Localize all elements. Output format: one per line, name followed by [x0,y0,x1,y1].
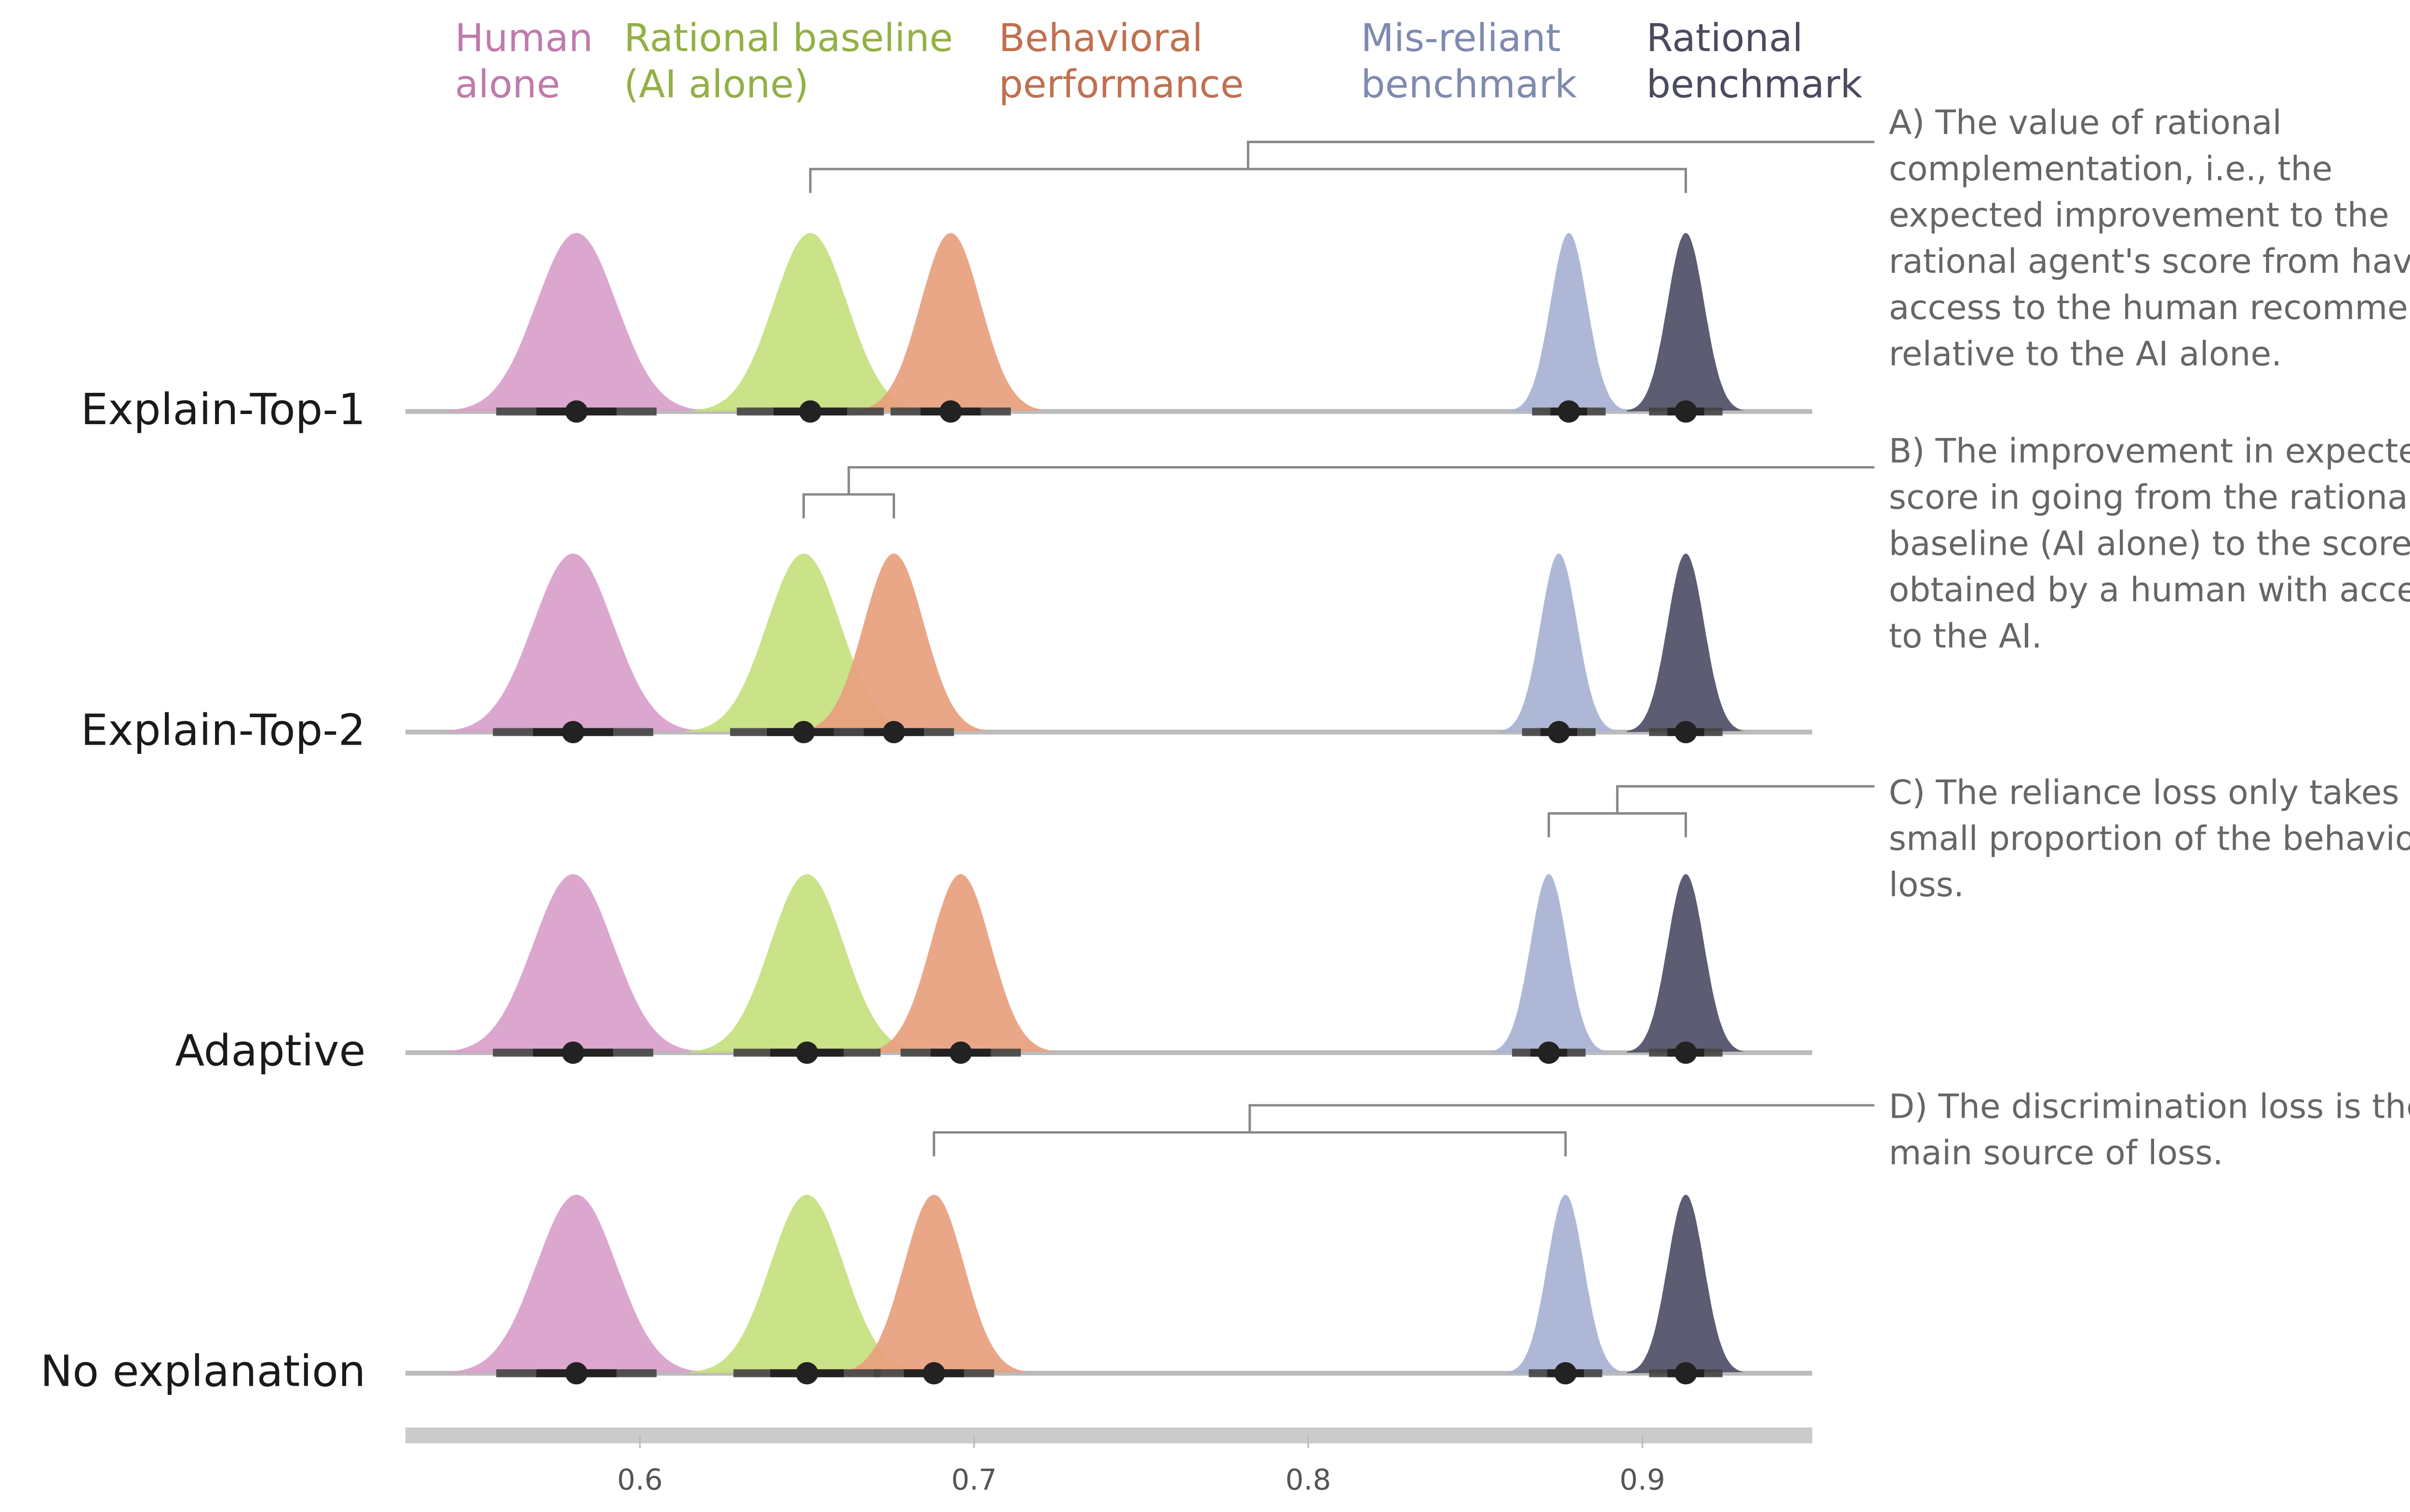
mean-point [1547,721,1570,744]
annotation-text: score in going from the rational [1889,478,2410,517]
annotation-text: expected improvement to the [1889,196,2389,235]
legend-entry: alone [455,62,560,107]
bracket-line [802,466,1874,519]
mean-point [1557,400,1580,423]
annotation-text: baseline (AI alone) to the score [1889,524,2410,563]
legend-entry: performance [999,62,1244,107]
row-explain-top-1: Explain-Top-1 [81,233,1812,435]
density-human-alone [444,553,702,732]
mean-point [796,1362,818,1385]
bracket-line [933,1104,1874,1157]
density-rational-benchmark [1627,553,1745,732]
annotation-text: obtained by a human with access [1889,571,2410,610]
density-behavioral-performance [797,553,991,732]
density-behavioral-performance [864,874,1057,1053]
density-behavioral-performance [854,233,1047,412]
row-label: Adaptive [175,1026,365,1076]
legend-entry: Rational [1647,15,1803,60]
x-tick-label: 0.8 [1285,1464,1331,1497]
annotation-text: A) The value of rational [1889,103,2282,142]
axis-bar [405,1427,1812,1444]
density-mis-reliant-benchmark [1490,874,1608,1053]
mean-point [883,721,905,744]
mean-point [1674,721,1697,744]
density-rational-benchmark [1627,233,1745,412]
row-label: Explain-Top-2 [81,705,366,755]
bracket-line [1547,785,1874,838]
bracket [809,141,1874,193]
annotation-text: access to the human recommender [1889,288,2410,327]
bracket-line [809,141,1874,193]
annotation-text: C) The reliance loss only takes a [1889,773,2410,812]
x-axis: 0.6 0.7 0.8 0.9 [405,1427,1812,1497]
mean-point [565,400,588,423]
mean-point [1554,1362,1577,1385]
mean-point [565,1362,588,1385]
legend-entry: Behavioral [999,15,1203,60]
x-tick-label: 0.6 [617,1464,663,1497]
legend-entry: Mis-reliant [1361,15,1561,60]
mean-point [796,1041,818,1064]
mean-point [949,1041,972,1064]
row-no-explanation: No explanation [40,1194,1812,1397]
mean-point [562,1041,585,1064]
mean-point [562,721,585,744]
density-human-alone [448,1194,705,1374]
density-mis-reliant-benchmark [1500,553,1618,732]
legend-entry: benchmark [1361,62,1577,107]
mean-point [1674,400,1697,423]
density-rational-benchmark [1627,1194,1745,1374]
mean-point [792,721,815,744]
density-mis-reliant-benchmark [1506,1194,1624,1374]
density-behavioral-performance [837,1194,1031,1374]
density-human-alone [444,874,702,1053]
annotation-brackets [802,141,1874,1157]
mean-point [939,400,962,423]
density-rational-baseline-ai-alone- [693,233,928,412]
mean-point [799,400,822,423]
density-rational-baseline-ai-alone- [689,1194,925,1374]
annotation-text: main source of loss. [1889,1134,2223,1173]
bracket [1547,785,1874,838]
row-label: Explain-Top-1 [81,385,366,435]
x-tick-label: 0.7 [951,1464,997,1497]
x-tick-label: 0.9 [1620,1464,1665,1497]
density-mis-reliant-benchmark [1510,233,1628,412]
density-human-alone [448,233,705,412]
mean-point [1674,1362,1697,1385]
legend-entry: (AI alone) [624,62,809,107]
annotation-text: B) The improvement in expected [1889,432,2410,471]
legend-entry: Rational baseline [624,15,953,60]
annotation-text: small proportion of the behavioral [1889,819,2410,858]
annotation-text: complementation, i.e., the [1889,149,2333,188]
mean-point [923,1362,945,1385]
legend-entry: Human [455,15,593,60]
mean-point [1538,1041,1560,1064]
annotation-text: relative to the AI alone. [1889,335,2282,374]
annotation-text: D) The discrimination loss is the [1889,1087,2410,1126]
density-rational-baseline-ai-alone- [689,874,925,1053]
annotation-text: loss. [1889,866,1964,905]
annotations: A) The value of rational complementation,… [1889,103,2410,1173]
row-adaptive: Adaptive [175,874,1812,1076]
rows: Explain-Top-1 Explain-Top-2 Adaptive No exp… [40,233,1812,1397]
bracket [802,466,1874,519]
annotation-text: rational agent's score from having [1889,242,2410,281]
row-label: No explanation [40,1347,366,1397]
annotation-text: to the AI. [1889,616,2042,656]
row-explain-top-2: Explain-Top-2 [81,553,1812,755]
bracket [933,1104,1874,1157]
legend-entry: benchmark [1647,62,1862,107]
density-rational-benchmark [1627,874,1745,1053]
mean-point [1674,1041,1697,1064]
